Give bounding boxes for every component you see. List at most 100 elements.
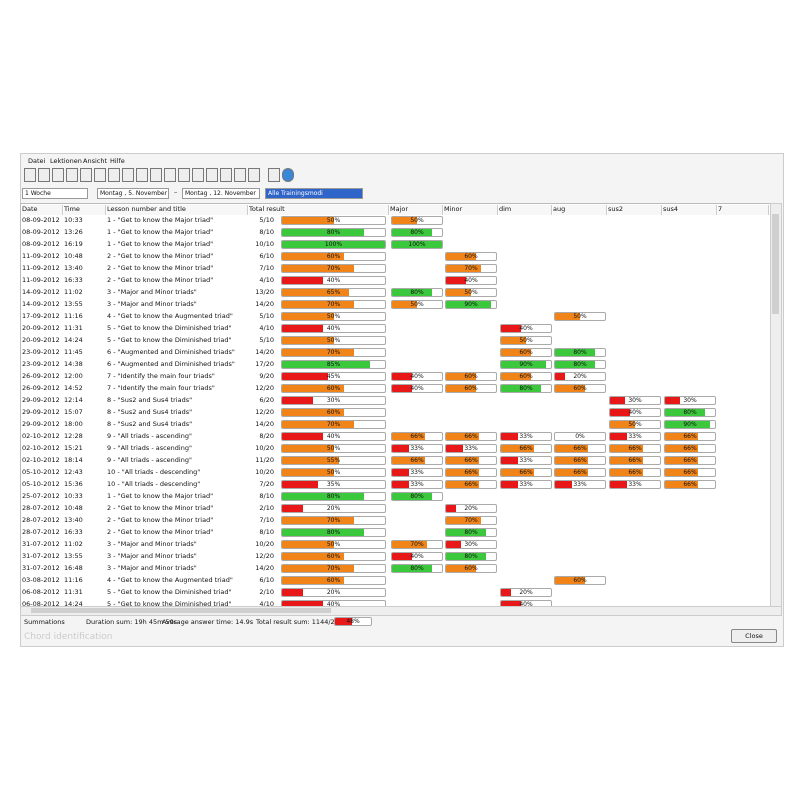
bar-label: 80% — [464, 529, 478, 536]
column-header[interactable]: sus4 — [663, 205, 717, 215]
bar-label: 66% — [410, 457, 424, 464]
from-date[interactable]: Montag , 5. November — [97, 188, 169, 199]
result-bar: 33% — [500, 456, 552, 465]
close-button[interactable]: Close — [731, 629, 777, 643]
column-header[interactable]: aug — [553, 205, 607, 215]
result-bar: 50% — [281, 312, 386, 321]
menu-item[interactable]: Lektionen — [50, 157, 82, 165]
bar-label: 20% — [573, 373, 587, 380]
v-scrollbar[interactable] — [770, 203, 782, 607]
date-cell: 31-07-2012 — [22, 552, 60, 560]
tool-icon[interactable] — [150, 168, 162, 182]
time-cell: 18:14 — [64, 456, 83, 464]
result-bar: 66% — [554, 444, 606, 453]
column-header[interactable]: 7 — [718, 205, 769, 215]
bar-fill — [282, 253, 344, 260]
result-bar: 60% — [554, 384, 606, 393]
bar-label: 60% — [326, 385, 341, 392]
bar-fill — [282, 421, 355, 428]
date-cell: 17-09-2012 — [22, 312, 60, 320]
menu-item[interactable]: Ansicht — [83, 157, 108, 165]
result-bar: 50% — [445, 288, 497, 297]
column-header[interactable]: Total result — [249, 205, 389, 215]
time-cell: 15:21 — [64, 444, 83, 452]
total-cell: 2/10 — [259, 588, 274, 596]
tool-icon[interactable] — [66, 168, 78, 182]
date-cell: 02-10-2012 — [22, 444, 60, 452]
tool-icon[interactable] — [80, 168, 92, 182]
column-header[interactable]: Minor — [444, 205, 498, 215]
lesson-cell: 7 - "Identify the main four triads" — [107, 384, 215, 392]
bar-fill — [282, 577, 344, 584]
bar-fill — [555, 481, 572, 488]
result-bar: 66% — [554, 468, 606, 477]
tool-icon[interactable] — [38, 168, 50, 182]
tool-icon[interactable] — [192, 168, 204, 182]
result-bar: 60% — [445, 564, 497, 573]
column-header[interactable]: dim — [499, 205, 552, 215]
bar-fill — [665, 457, 698, 464]
column-header[interactable]: Time — [64, 205, 106, 215]
bar-fill — [446, 289, 471, 296]
tool-icon[interactable] — [220, 168, 232, 182]
tool-icon[interactable] — [282, 168, 294, 182]
bar-label: 80% — [683, 409, 697, 416]
to-date[interactable]: Montag , 12. November — [182, 188, 260, 199]
tool-icon[interactable] — [248, 168, 260, 182]
bar-label: 60% — [519, 349, 533, 356]
h-scrollbar[interactable] — [20, 606, 782, 616]
time-cell: 12:43 — [64, 468, 83, 476]
time-cell: 11:16 — [64, 576, 83, 584]
mode-select[interactable]: Alle Trainingsmodi — [265, 188, 363, 199]
tool-icon[interactable] — [268, 168, 280, 182]
time-cell: 13:55 — [64, 552, 83, 560]
menu-item[interactable]: Datei — [28, 157, 46, 165]
tool-icon[interactable] — [136, 168, 148, 182]
lesson-cell: 8 - "Sus2 and Sus4 triads" — [107, 420, 193, 428]
bar-fill — [392, 289, 432, 296]
bar-fill — [282, 349, 355, 356]
tool-icon[interactable] — [52, 168, 64, 182]
bar-fill — [446, 565, 476, 572]
column-header[interactable]: Major — [390, 205, 443, 215]
tool-icon[interactable] — [234, 168, 246, 182]
menu-item[interactable]: Hilfe — [110, 157, 125, 165]
bar-label: 80% — [410, 289, 424, 296]
column-header[interactable]: Date — [22, 205, 63, 215]
column-header[interactable]: Lesson number and title — [107, 205, 248, 215]
bar-label: 60% — [326, 409, 341, 416]
time-cell: 18:00 — [64, 420, 83, 428]
bar-label: 70% — [464, 265, 478, 272]
tool-icon[interactable] — [24, 168, 36, 182]
total-cell: 12/20 — [255, 384, 274, 392]
tool-icon[interactable] — [108, 168, 120, 182]
lesson-cell: 1 - "Get to know the Major triad" — [107, 228, 214, 236]
result-bar: 70% — [281, 564, 386, 573]
result-bar: 66% — [664, 432, 716, 441]
result-bar: 40% — [391, 372, 443, 381]
time-cell: 16:19 — [64, 240, 83, 248]
bar-label: 70% — [464, 517, 478, 524]
bar-label: 80% — [410, 229, 424, 236]
column-header[interactable]: sus2 — [608, 205, 662, 215]
tool-icon[interactable] — [122, 168, 134, 182]
result-bar: 66% — [554, 456, 606, 465]
tool-icon[interactable] — [164, 168, 176, 182]
bar-label: 70% — [326, 565, 341, 572]
bar-fill — [446, 265, 481, 272]
bar-fill — [446, 385, 476, 392]
bar-label: 66% — [519, 469, 533, 476]
period-select[interactable]: 1 Woche — [22, 188, 88, 199]
bar-label: 80% — [326, 529, 341, 536]
tool-icon[interactable] — [94, 168, 106, 182]
result-bar: 50% — [281, 336, 386, 345]
tool-icon[interactable] — [206, 168, 218, 182]
average: Average answer time: 14.9s — [162, 618, 254, 626]
dash: – — [174, 188, 178, 196]
result-bar: 70% — [281, 264, 386, 273]
bar-fill — [392, 541, 427, 548]
time-cell: 10:48 — [64, 504, 83, 512]
bar-fill — [392, 301, 417, 308]
tool-icon[interactable] — [178, 168, 190, 182]
result-bar: 40% — [391, 552, 443, 561]
